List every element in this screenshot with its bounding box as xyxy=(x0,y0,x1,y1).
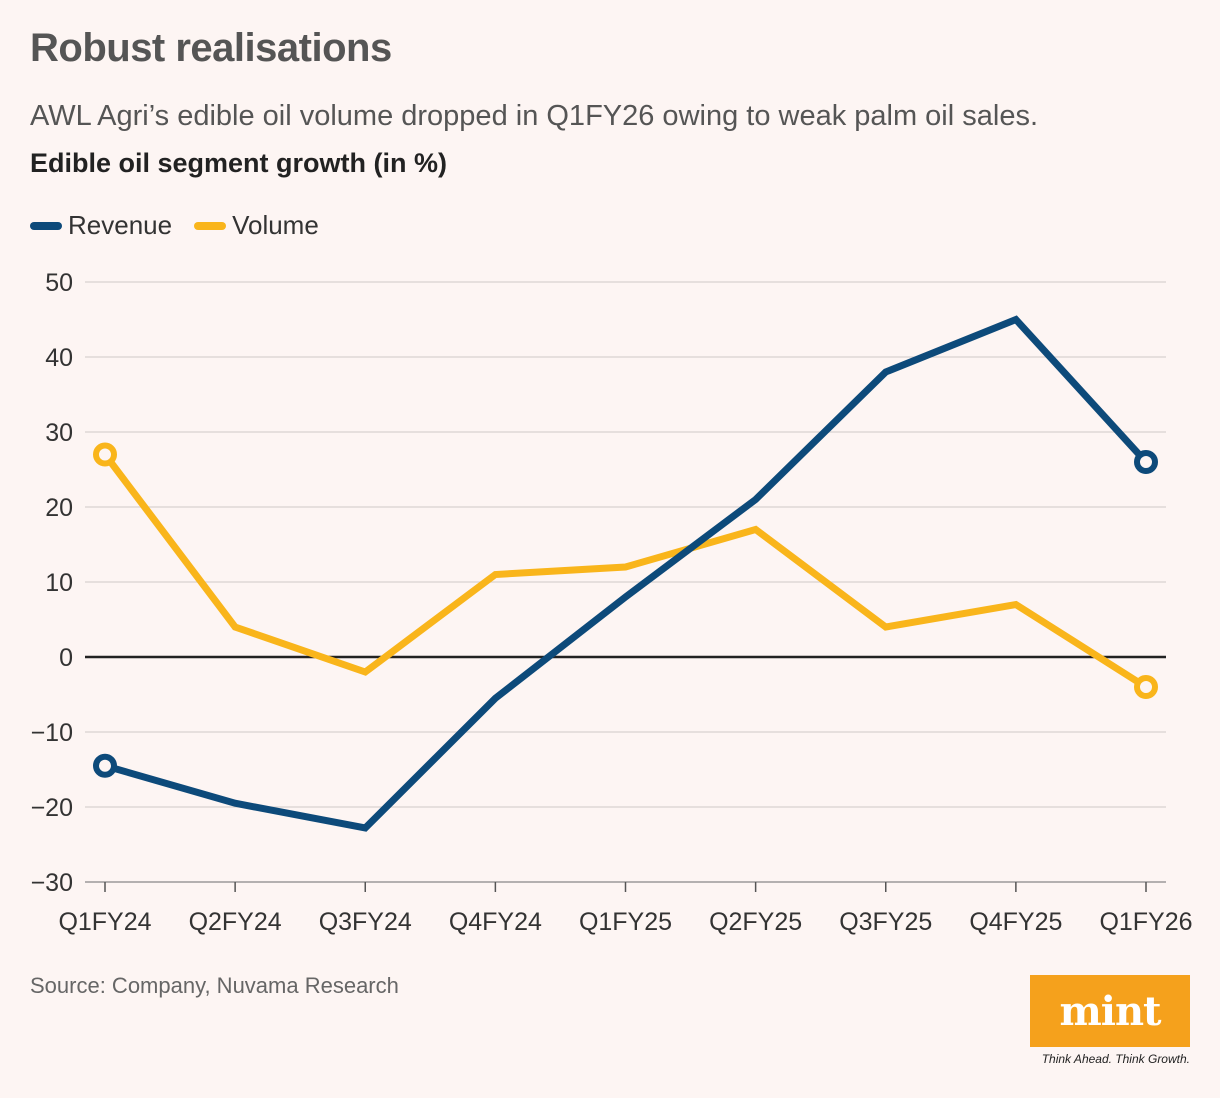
x-tick-label: Q4FY25 xyxy=(969,908,1062,936)
y-tick-label: −30 xyxy=(31,869,73,897)
line-chart: 50 40 30 20 10 0 −10 −20 −30 Q1FY24 Q2FY24 Q3FY24 Q4… xyxy=(31,269,1193,936)
y-tick-label: 0 xyxy=(59,644,73,672)
endpoint-marker-revenue xyxy=(1134,450,1158,474)
y-tick-label: 20 xyxy=(45,494,73,522)
chart-label: Edible oil segment growth (in %) xyxy=(30,148,448,178)
logo-text: mint xyxy=(1059,987,1161,1035)
legend-item-revenue: Revenue xyxy=(30,210,172,241)
series-line-volume xyxy=(102,452,1148,690)
mint-logo: mint xyxy=(1030,975,1190,1047)
legend: Revenue Volume xyxy=(30,210,341,241)
x-tick-label: Q2FY24 xyxy=(189,908,282,936)
y-tick-label: −20 xyxy=(31,794,73,822)
chart-subtitle: AWL Agri’s edible oil volume dropped in … xyxy=(30,100,1039,132)
legend-label-volume: Volume xyxy=(232,210,319,240)
endpoint-marker-volume xyxy=(1134,675,1158,699)
y-tick-label: 50 xyxy=(45,269,73,297)
x-tick-label: Q3FY25 xyxy=(839,908,932,936)
chart-title: Robust realisations xyxy=(30,26,392,70)
x-tick-label: Q1FY24 xyxy=(58,908,151,936)
endpoint-marker-volume xyxy=(93,442,117,467)
tagline: Think Ahead. Think Growth. xyxy=(1041,1052,1190,1066)
legend-item-volume: Volume xyxy=(194,210,319,241)
x-tick-label: Q1FY26 xyxy=(1099,908,1192,936)
x-tick-label: Q1FY25 xyxy=(579,908,672,936)
y-tick-label: 10 xyxy=(45,569,73,597)
legend-swatch-revenue xyxy=(30,221,62,230)
y-tick-label: 30 xyxy=(45,419,73,447)
y-tick-label: 40 xyxy=(45,344,73,372)
x-tick-label: Q4FY24 xyxy=(449,908,542,936)
x-tick-label: Q2FY25 xyxy=(709,908,802,936)
legend-label-revenue: Revenue xyxy=(68,210,173,240)
x-tick-label: Q3FY24 xyxy=(319,908,412,936)
source-note: Source: Company, Nuvama Research xyxy=(30,973,399,998)
legend-swatch-volume xyxy=(194,221,227,230)
endpoint-marker-revenue xyxy=(93,753,117,778)
series-line-revenue xyxy=(104,315,1149,832)
y-tick-label: −10 xyxy=(31,719,73,747)
